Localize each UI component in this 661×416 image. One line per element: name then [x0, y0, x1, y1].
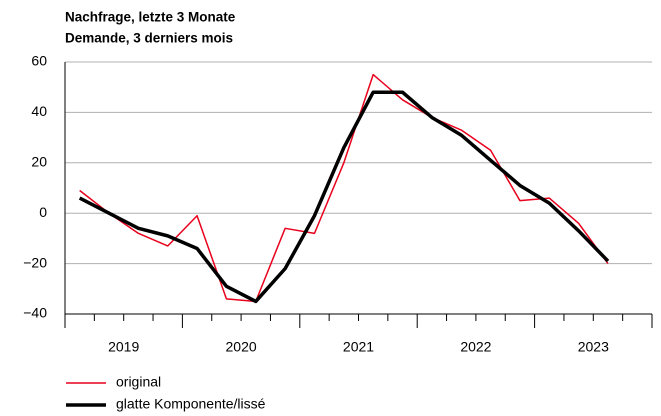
- y-tick-label: −20: [23, 254, 47, 270]
- y-tick-label: 60: [31, 53, 47, 69]
- x-tick-label: 2021: [343, 339, 374, 355]
- x-tick-label: 2019: [108, 339, 139, 355]
- y-tick-label: 20: [31, 154, 47, 170]
- line-series: [78, 90, 610, 304]
- legend-label: glatte Komponente/lissé: [116, 396, 266, 412]
- x-tick-label: 2020: [226, 339, 257, 355]
- chart-title: Nachfrage, letzte 3 Monate: [65, 10, 236, 25]
- x-tick-label: 2023: [578, 339, 609, 355]
- y-tick-label: 40: [31, 103, 47, 119]
- chart-subtitle: Demande, 3 derniers mois: [65, 31, 233, 46]
- y-tick-label: −40: [23, 305, 47, 321]
- x-tick-label: 2022: [460, 339, 491, 355]
- y-tick-label: 0: [39, 204, 47, 220]
- line-series: [79, 73, 609, 303]
- legend-label: original: [116, 374, 161, 390]
